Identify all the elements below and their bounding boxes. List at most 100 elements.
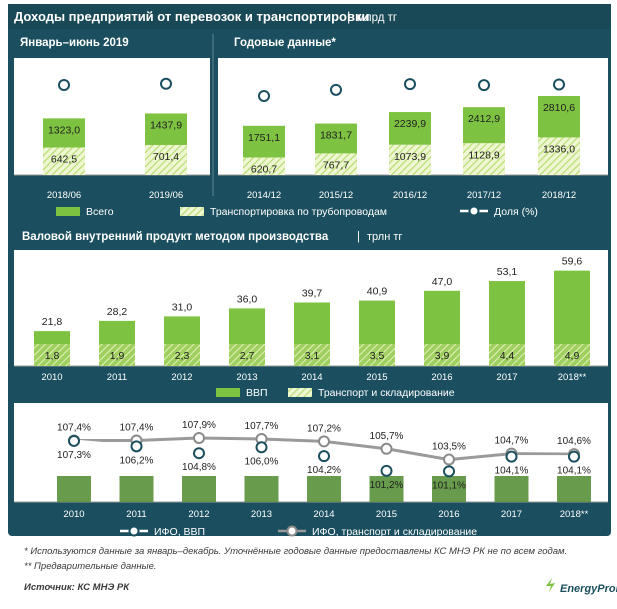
legend-share-marker xyxy=(468,205,480,217)
c3-tick-label: 2015 xyxy=(366,372,387,383)
c1-tick-label: 2018/06 xyxy=(47,190,81,201)
brand-logo: EnergyProm xyxy=(546,578,617,595)
c4-point-transport xyxy=(193,432,205,444)
c4-transport-label: 107,2% xyxy=(307,423,341,434)
c4-bg-bar xyxy=(57,476,91,502)
c3-bar-transport xyxy=(424,344,460,366)
c4-tick-label: 2017 xyxy=(501,509,522,520)
c1-share-point xyxy=(58,79,70,91)
c2-total-label: 1831,7 xyxy=(320,130,352,142)
c4-gdp-label: 104,2% xyxy=(307,465,341,476)
c2-total-label: 2412,9 xyxy=(468,113,500,125)
c4-tick-label: 2018** xyxy=(560,509,589,520)
c3-bar-gdp xyxy=(164,316,200,344)
c4-gdp-label: 104,8% xyxy=(182,462,216,473)
c4-point-gdp xyxy=(318,450,330,463)
c4-bg-bar xyxy=(494,476,529,502)
title-bar xyxy=(8,4,611,29)
c3-bar-transport xyxy=(359,344,395,366)
c3-tick-label: 2017 xyxy=(496,372,517,383)
c4-transport-label: 105,7% xyxy=(370,431,404,442)
c2-total-label: 2810,6 xyxy=(543,102,575,114)
c2-tick-label: 2017/12 xyxy=(467,190,501,201)
c3-tick-label: 2013 xyxy=(236,372,257,383)
c3-bar-gdp xyxy=(294,302,330,344)
c2-bar-total xyxy=(389,112,431,145)
c4-transport-label: 104,6% xyxy=(557,436,591,447)
c2-pipeline-label: 1128,9 xyxy=(468,149,499,161)
c2-share-label: 47,9% xyxy=(395,64,425,76)
c4-gdp-label: 104,1% xyxy=(495,466,529,477)
c3-gdp-label: 39,7 xyxy=(302,287,323,299)
c3-transport-label: 2,3 xyxy=(175,350,190,362)
c2-tick-label: 2015/12 xyxy=(319,190,353,201)
c4-transport-label: 103,5% xyxy=(432,442,466,453)
c1-share-point xyxy=(160,77,172,90)
c2-share-point xyxy=(553,78,565,91)
c1-bar-pipeline xyxy=(145,144,187,175)
c2-bar-pipeline xyxy=(243,157,285,175)
title-unit: млрд тг xyxy=(357,12,397,24)
c2-share-point xyxy=(478,79,490,92)
c4-bg-bar xyxy=(244,476,279,502)
c2-share-label: 46,8% xyxy=(469,65,499,77)
c3-gdp-label: 21,8 xyxy=(42,316,63,328)
legend-total-label: Всего xyxy=(86,206,114,218)
c4-tick-label: 2016 xyxy=(438,509,459,520)
c4-point-gdp xyxy=(130,440,143,453)
c2-share-label: 47,5% xyxy=(544,65,574,77)
legend-pipeline-swatch xyxy=(180,207,204,216)
c2-bar-total xyxy=(243,125,285,158)
c3-tick-label: 2010 xyxy=(41,372,62,383)
c3-bar-transport xyxy=(489,344,525,366)
legend-ifo-gdp-marker xyxy=(128,525,140,537)
legend-pipeline-label: Транспортировка по трубопроводам xyxy=(210,206,387,218)
c4-point-gdp xyxy=(443,465,455,478)
legend-transport-swatch xyxy=(288,388,312,397)
c4-point-transport xyxy=(443,453,455,466)
c2-tick-label: 2016/12 xyxy=(393,190,427,201)
legend-ifo-transport-label: ИФО, транспорт и складирование xyxy=(312,526,477,538)
c3-gdp-label: 47,0 xyxy=(432,276,453,288)
c4-transport-label: 104,7% xyxy=(495,436,529,447)
c3-transport-label: 1,8 xyxy=(45,350,60,362)
c2-total-label: 2239,9 xyxy=(394,118,426,130)
legend-total-swatch xyxy=(56,207,80,216)
c4-bg-bar xyxy=(307,476,341,502)
c4-tick-label: 2012 xyxy=(188,509,209,520)
c4-gdp-label: 107,3% xyxy=(57,450,91,461)
c3-bar-transport xyxy=(294,344,330,366)
c1-tick-label: 2019/06 xyxy=(149,190,183,201)
c4-tick-label: 2011 xyxy=(126,509,146,520)
legend-share-label: Доля (%) xyxy=(494,206,538,218)
c1-bar-total xyxy=(145,113,187,145)
c2-share-point xyxy=(404,78,416,91)
section3-separator: | xyxy=(357,231,360,243)
c2-share-point xyxy=(258,90,270,102)
chart4-group: 2010 2011 2012 2013 2014 2015 2016 2017 2018** 10… xyxy=(57,420,591,520)
c3-bar-transport xyxy=(164,344,200,366)
c3-gdp-label: 40,9 xyxy=(367,286,388,298)
c4-point-gdp xyxy=(505,450,518,463)
c4-point-gdp xyxy=(68,434,80,447)
c4-tick-label: 2014 xyxy=(313,509,334,520)
c4-point-gdp xyxy=(255,441,268,454)
footnote-2: ** Предварительные данные. xyxy=(24,561,157,572)
c2-pipeline-label: 620,7 xyxy=(251,164,277,176)
c4-bg-bar xyxy=(432,476,466,502)
brand-bolt-icon xyxy=(546,578,555,592)
c3-tick-label: 2012 xyxy=(171,372,192,383)
c2-bar-total xyxy=(538,96,580,138)
c4-point-gdp xyxy=(568,450,580,463)
c2-share-label: 41,9% xyxy=(321,70,351,82)
c2-bar-pipeline xyxy=(538,137,580,175)
section1-title: Январь–июнь 2019 xyxy=(20,37,129,49)
c4-gdp-label: 101,1% xyxy=(432,480,466,491)
c1-total-label: 1437,9 xyxy=(150,119,182,131)
c4-point-gdp xyxy=(380,464,393,477)
c1-pipeline-label: 701,4 xyxy=(153,151,179,163)
c2-share-point xyxy=(330,83,342,96)
c4-point-transport xyxy=(380,442,393,455)
c2-pipeline-label: 1073,9 xyxy=(394,151,426,163)
